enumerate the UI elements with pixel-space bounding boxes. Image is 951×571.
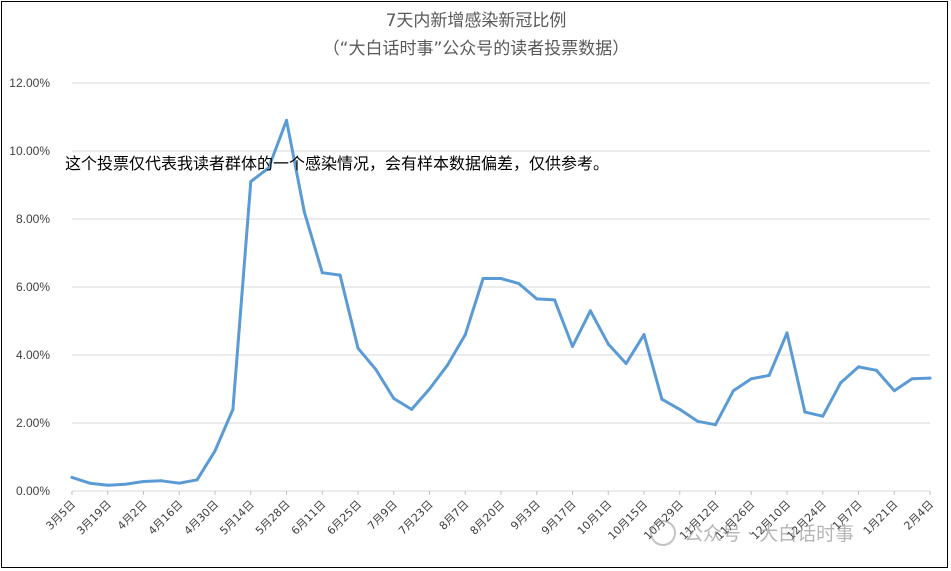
x-tick-label: 5月14日 (217, 498, 257, 538)
data-point (767, 373, 771, 377)
series-layer (70, 118, 932, 487)
data-point (731, 389, 735, 393)
data-point (410, 407, 414, 411)
data-point (70, 475, 74, 479)
data-point (910, 377, 914, 381)
chart-title: 7天内新增感染新冠比例 (386, 11, 567, 31)
data-point (714, 423, 717, 427)
data-point (499, 277, 503, 280)
x-tick-label: 1月21日 (861, 498, 901, 538)
watermark-text: 公众号 · 大白话时事 (684, 523, 854, 545)
x-tick-label: 8月7日 (437, 498, 472, 533)
wechat-logo-icon (650, 520, 676, 546)
chart-subtitle: （“大白话时事”公众号的读者投票数据） (323, 39, 630, 59)
data-point (928, 376, 932, 380)
data-point (535, 297, 539, 301)
data-point (231, 407, 235, 411)
data-point (463, 333, 467, 337)
data-point (857, 365, 860, 369)
x-tick-label: 8月20日 (468, 498, 508, 538)
y-axis: 0.00% 2.00% 4.00% 6.00% 8.00% 10.00% 12.00% (9, 76, 50, 498)
data-point (249, 180, 253, 184)
x-tick-label: 3月19日 (74, 498, 114, 538)
data-point (481, 277, 485, 280)
data-point (159, 479, 163, 483)
data-point (302, 210, 306, 214)
y-tick-label: 4.00% (16, 348, 50, 362)
x-tick-label: 5月28日 (253, 498, 293, 538)
data-point (660, 397, 664, 401)
gridlines (72, 82, 930, 492)
data-point (892, 389, 896, 393)
x-tick-label: 7月9日 (365, 498, 400, 533)
data-point (142, 480, 145, 483)
series-line (70, 118, 932, 487)
data-point (356, 346, 360, 350)
y-tick-label: 10.00% (9, 144, 50, 158)
x-tick-label: 7月23日 (396, 498, 436, 538)
x-tick-label: 6月25日 (325, 498, 365, 538)
data-point (88, 481, 92, 485)
data-point (177, 481, 181, 485)
data-point (213, 449, 217, 453)
x-tick-label: 4月2日 (115, 498, 150, 533)
data-point (124, 482, 128, 486)
x-tick-label: 2月4日 (901, 498, 936, 533)
watermark: 公众号 · 大白话时事 (650, 520, 854, 546)
x-tick-label: 6月11日 (289, 498, 329, 538)
data-point (267, 166, 271, 170)
data-point (285, 118, 288, 122)
data-point (803, 410, 807, 414)
data-point (571, 345, 574, 348)
data-point (320, 271, 324, 275)
y-tick-label: 6.00% (16, 280, 50, 294)
data-point (696, 419, 700, 423)
y-tick-label: 8.00% (16, 212, 50, 226)
data-point (553, 298, 557, 302)
y-tick-label: 2.00% (16, 416, 50, 430)
data-point (517, 282, 521, 286)
data-point (374, 368, 378, 372)
data-point (445, 363, 449, 367)
data-point (624, 362, 628, 365)
data-point (821, 414, 825, 418)
x-tick-label: 4月16日 (146, 498, 186, 538)
data-point (588, 309, 592, 313)
x-tick-label: 9月17日 (539, 498, 579, 538)
x-tick-label: 9月3日 (508, 498, 543, 533)
data-point (428, 387, 431, 391)
y-tick-label: 12.00% (9, 76, 50, 90)
data-point (678, 407, 682, 411)
data-point (874, 368, 878, 372)
data-point (338, 273, 342, 277)
data-point (392, 397, 396, 400)
data-point (606, 342, 610, 346)
data-point (642, 333, 646, 337)
data-point (106, 483, 110, 487)
y-tick-label: 0.00% (16, 484, 50, 498)
data-point (195, 478, 199, 482)
x-tick-label: 4月30日 (182, 498, 222, 538)
data-point (839, 381, 843, 385)
data-point (749, 377, 753, 381)
chart-annotation: 这个投票仅代表我读者群体的一个感染情况，会有样本数据偏差，仅供参考。 (65, 154, 609, 173)
x-tick-label: 3月5日 (43, 498, 78, 533)
data-point (785, 331, 789, 335)
